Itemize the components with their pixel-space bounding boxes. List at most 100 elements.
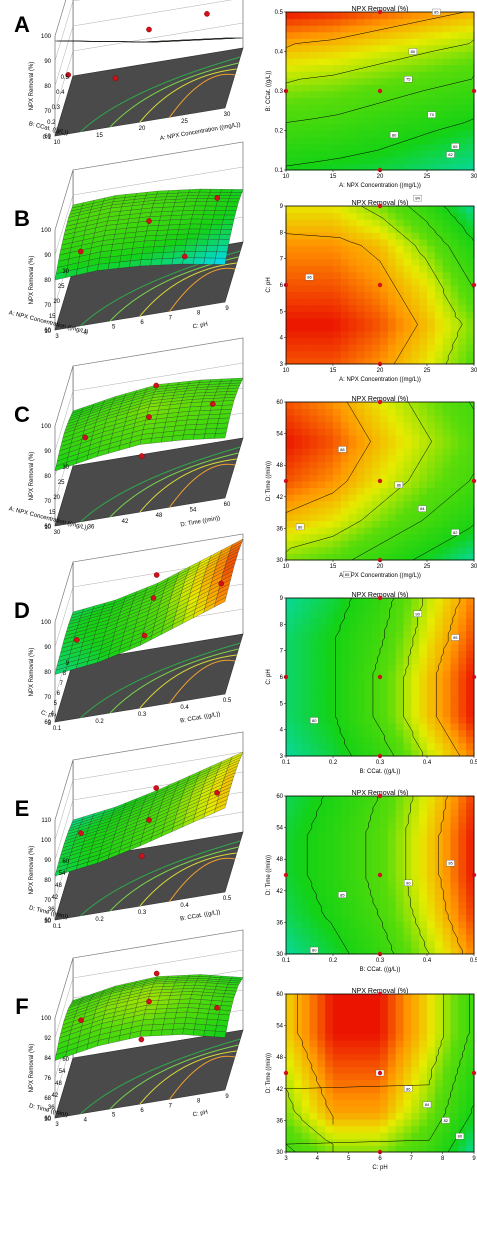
contour-line: [436, 598, 461, 757]
contour-cell: [301, 822, 310, 830]
contour-cell: [372, 31, 381, 39]
contour-cell: [372, 670, 381, 678]
y-tick-label: 36: [48, 1105, 55, 1111]
contour-cell: [427, 901, 436, 909]
contour-design-point: [283, 478, 289, 484]
contour-label: 65: [453, 144, 458, 149]
contour-cell: [403, 415, 412, 423]
contour-cell: [387, 520, 397, 528]
contour-cell: [411, 927, 420, 935]
contour-cell: [333, 117, 342, 125]
surface-cell: [182, 434, 195, 441]
contour-cell: [333, 25, 342, 33]
floor-contour: [169, 857, 236, 902]
contour-cell: [395, 520, 404, 528]
contour-cell: [372, 357, 381, 365]
contour-cell: [309, 1132, 318, 1140]
contour-cell: [309, 91, 318, 99]
contour-cell: [325, 868, 334, 876]
contour-cell: [348, 461, 357, 469]
contour-cell: [340, 357, 350, 365]
panel-letter: A: [14, 12, 30, 37]
surface-cell: [196, 1012, 209, 1020]
contour-cell: [325, 104, 334, 112]
y-tick-label: 8: [280, 622, 284, 628]
contour-cell: [458, 481, 467, 489]
contour-cell: [372, 143, 381, 151]
contour-cell: [427, 677, 436, 685]
contour-cell: [458, 527, 467, 535]
contour-cell: [387, 110, 397, 118]
contour-cell: [450, 822, 459, 830]
contour-cell: [434, 650, 444, 658]
contour-cell: [419, 540, 428, 548]
contour-cell: [301, 815, 310, 823]
contour-cell: [458, 927, 467, 935]
contour-cell: [356, 637, 365, 645]
x-tick-label: 10: [283, 174, 290, 180]
contour-cell: [411, 540, 420, 548]
contour-cell: [364, 337, 373, 345]
contour-cell: [356, 527, 365, 535]
contour-cell: [458, 285, 467, 293]
contour-cell: [325, 894, 334, 902]
contour-cell: [309, 265, 318, 273]
contour-cell: [380, 324, 389, 332]
contour-cell: [372, 317, 381, 325]
contour-cell: [395, 553, 404, 561]
contour-cell: [387, 723, 397, 731]
contour-cell: [427, 494, 436, 502]
z-gridline: [54, 799, 74, 861]
contour-cell: [387, 802, 397, 810]
contour-cell: [387, 888, 397, 896]
contour-cell: [442, 716, 451, 724]
contour-cell: [286, 324, 295, 332]
contour-cell: [356, 130, 365, 138]
contour-cell: [419, 868, 428, 876]
contour-cell: [419, 822, 428, 830]
contour-cell: [364, 324, 373, 332]
contour-cell: [317, 97, 326, 105]
contour-cell: [458, 842, 467, 850]
z-gridline: [72, 533, 244, 563]
z-tick-label: 68: [44, 1096, 51, 1102]
contour-cell: [434, 921, 444, 929]
contour-cell: [301, 408, 310, 416]
contour-label: 95: [453, 635, 458, 640]
contour-cell: [286, 683, 295, 691]
contour-cell: [301, 617, 310, 625]
design-point: [78, 1017, 84, 1024]
floor-plane: [54, 47, 244, 137]
contour-cell: [333, 434, 342, 442]
contour-cell: [450, 481, 459, 489]
contour-design-point: [377, 282, 383, 288]
contour-cell: [317, 690, 326, 698]
contour-cell: [333, 611, 342, 619]
z-tick-label: 80: [44, 278, 51, 284]
surface-cell: [194, 201, 207, 207]
contour-cell: [387, 64, 397, 72]
surface-cell: [152, 1018, 165, 1025]
surface-cell: [152, 246, 165, 254]
contour-cell: [340, 291, 350, 299]
floor-contour: [169, 659, 236, 704]
contour-cell: [380, 448, 389, 456]
surface-cell: [184, 201, 197, 207]
contour-cell: [340, 91, 350, 99]
contour-cell: [325, 815, 334, 823]
contour-cell: [325, 888, 334, 896]
contour-cell: [301, 91, 310, 99]
contour-cell: [442, 97, 451, 105]
contour-cell: [466, 317, 475, 325]
contour-cell: [325, 441, 334, 449]
x-tick-label: 0.2: [95, 917, 104, 923]
x-tick-label: 0.1: [282, 760, 291, 766]
contour-cell: [403, 617, 412, 625]
contour-cell: [364, 271, 373, 279]
contour-cell: [317, 25, 326, 33]
contour-cell: [411, 408, 420, 416]
contour-cell: [348, 630, 357, 638]
contour-cell: [450, 271, 459, 279]
contour-cell: [466, 657, 475, 665]
contour-cell: [411, 350, 420, 358]
